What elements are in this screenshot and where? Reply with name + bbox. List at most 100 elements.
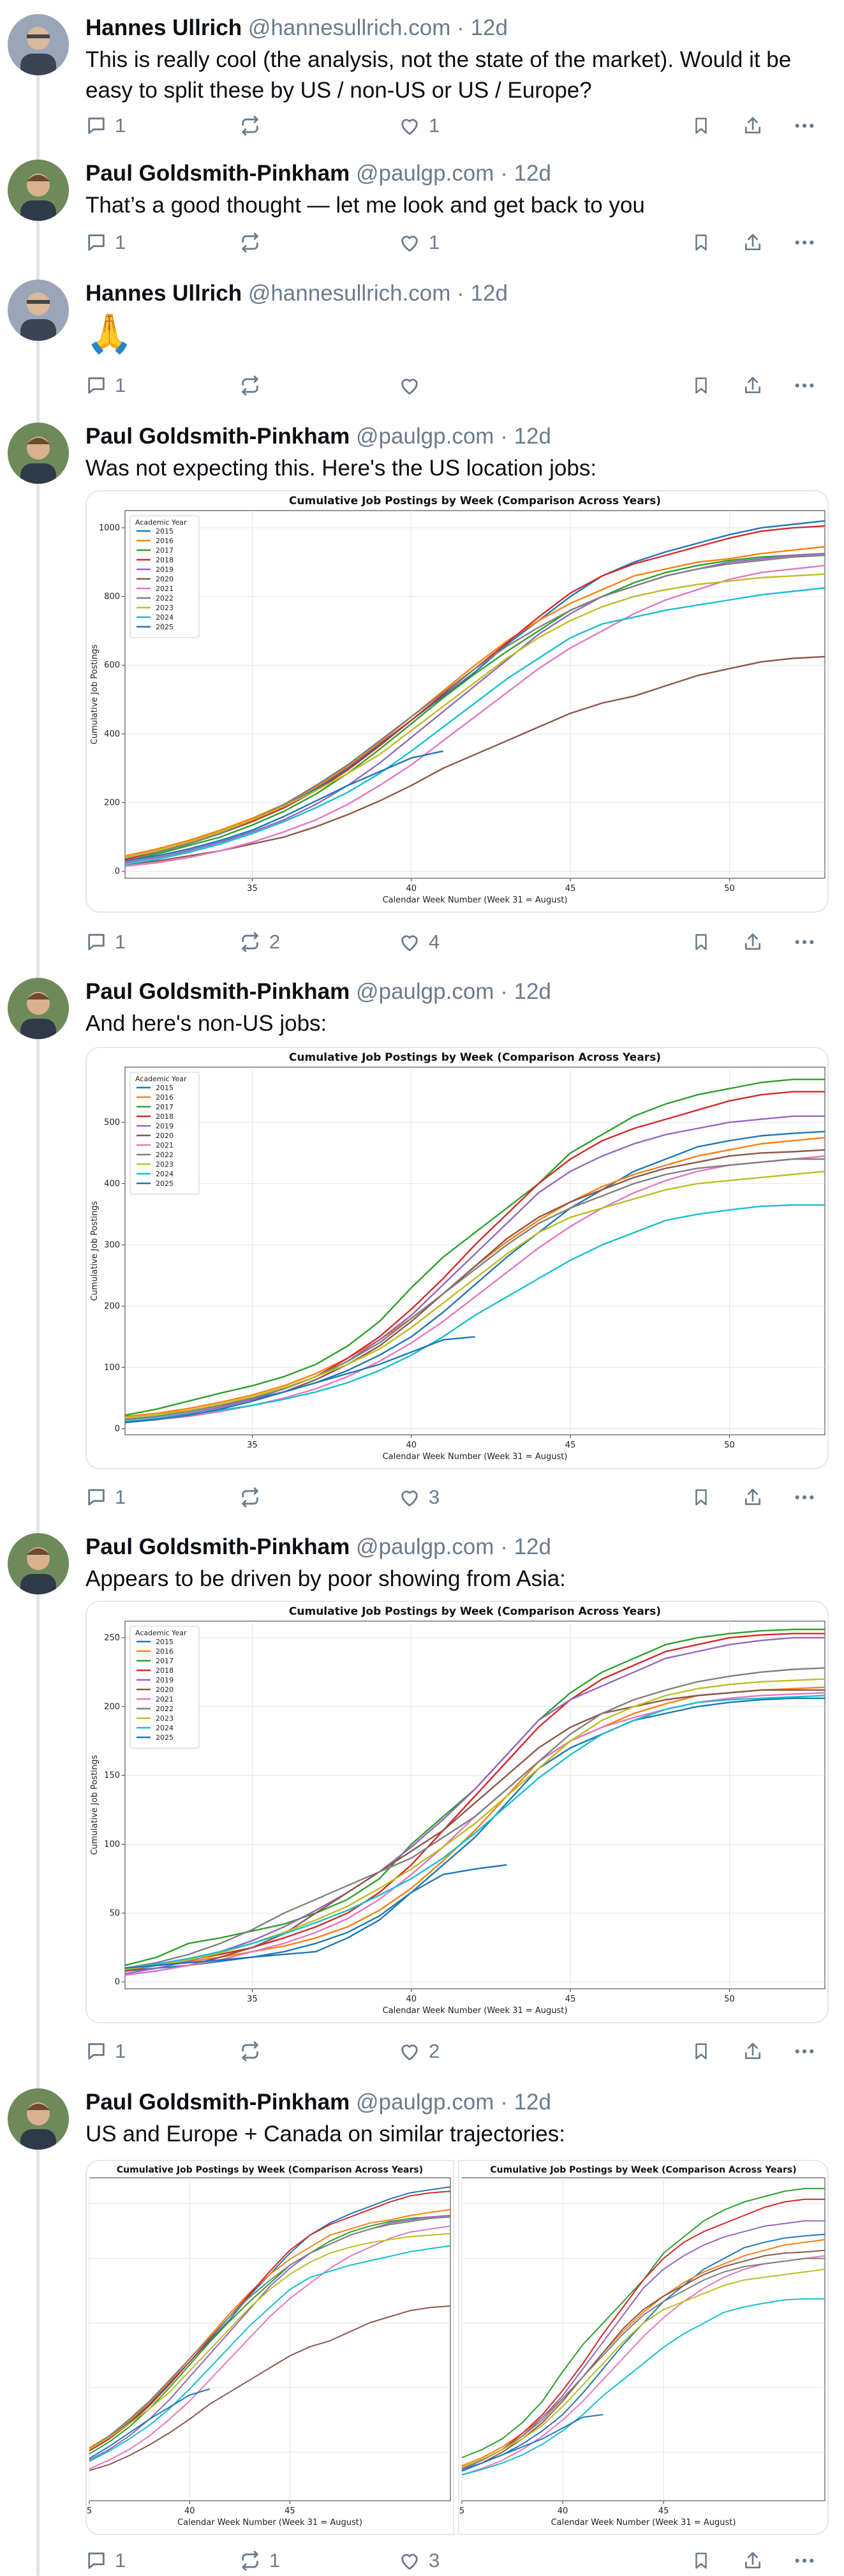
series-line-2024 — [124, 1695, 825, 1969]
reply-button[interactable]: 1 — [85, 2036, 126, 2067]
like-count: 4 — [429, 931, 440, 953]
author-handle[interactable]: @paulgp.com — [355, 979, 494, 1004]
bookmark-button[interactable] — [692, 2545, 711, 2576]
post-time[interactable]: 12d — [514, 2090, 551, 2115]
like-button[interactable]: 1 — [398, 110, 440, 141]
legend-label: 2017 — [156, 546, 174, 555]
chart-image-non-us[interactable]: Cumulative Job Postings by Week (Compari… — [85, 1047, 829, 1469]
heart-icon — [398, 375, 421, 396]
like-button[interactable]: 4 — [398, 927, 440, 957]
bookmark-button[interactable] — [692, 2036, 711, 2067]
more-button[interactable] — [794, 927, 815, 957]
separator-dot: · — [500, 1534, 508, 1559]
author-handle[interactable]: @hannesullrich.com — [248, 15, 451, 40]
more-button[interactable] — [794, 2545, 815, 2576]
bookmark-button[interactable] — [692, 1482, 711, 1513]
post-time[interactable]: 12d — [514, 161, 551, 186]
share-button[interactable] — [743, 110, 763, 141]
chart-image-europe-canada[interactable]: Cumulative Job Postings by Week (Compari… — [458, 2160, 829, 2535]
reply-button[interactable]: 1 — [85, 227, 126, 258]
repost-button[interactable]: 2 — [239, 927, 280, 957]
more-button[interactable] — [794, 370, 815, 401]
chart-image-asia[interactable]: Cumulative Job Postings by Week (Compari… — [85, 1601, 829, 2023]
separator-dot: · — [500, 424, 508, 449]
author-handle[interactable]: @paulgp.com — [355, 2090, 494, 2115]
avatar[interactable] — [8, 14, 69, 75]
repost-button[interactable] — [239, 1482, 269, 1513]
share-button[interactable] — [743, 370, 763, 401]
author-name[interactable]: Hannes Ullrich — [85, 15, 242, 40]
more-button[interactable] — [794, 227, 815, 258]
avatar[interactable] — [8, 978, 69, 1039]
chart-image-us[interactable]: Cumulative Job Postings by Week (Compari… — [85, 490, 829, 913]
post-text: Was not expecting this. Here's the US lo… — [85, 456, 597, 481]
series-line-2022 — [89, 2216, 451, 2450]
like-button[interactable]: 2 — [398, 2036, 440, 2067]
more-button[interactable] — [794, 1482, 815, 1513]
author-name[interactable]: Paul Goldsmith-Pinkham — [85, 1534, 350, 1559]
post-time[interactable]: 12d — [514, 1534, 551, 1559]
bookmark-button[interactable] — [692, 370, 711, 401]
reply-button[interactable]: 1 — [85, 1482, 126, 1513]
more-options-icon — [794, 232, 815, 253]
post-text: And here's non-US jobs: — [85, 1011, 327, 1036]
post-time[interactable]: 12d — [514, 979, 551, 1004]
like-button[interactable]: 3 — [398, 2545, 440, 2576]
author-handle[interactable]: @hannesullrich.com — [248, 281, 451, 306]
reply-button[interactable]: 1 — [85, 2545, 126, 2576]
series-line-2018 — [124, 1633, 825, 1972]
share-button[interactable] — [743, 227, 763, 258]
repost-button[interactable] — [239, 110, 269, 141]
series-line-2021 — [124, 564, 825, 867]
post-time[interactable]: 12d — [470, 281, 508, 306]
repost-count: 1 — [269, 2549, 281, 2572]
post-time[interactable]: 12d — [470, 15, 508, 40]
more-button[interactable] — [794, 2036, 815, 2067]
repost-button[interactable]: 1 — [239, 2545, 280, 2576]
avatar[interactable] — [8, 423, 69, 484]
reply-button[interactable]: 1 — [85, 927, 126, 957]
avatar[interactable] — [8, 160, 69, 221]
more-button[interactable] — [794, 110, 815, 141]
post-time[interactable]: 12d — [514, 424, 551, 449]
like-button[interactable]: 3 — [398, 1482, 440, 1513]
share-button[interactable] — [743, 2036, 763, 2067]
share-button[interactable] — [743, 1482, 763, 1513]
author-name[interactable]: Paul Goldsmith-Pinkham — [85, 161, 350, 186]
share-button[interactable] — [743, 2545, 763, 2576]
share-icon — [743, 232, 763, 253]
share-button[interactable] — [743, 927, 763, 957]
author-name[interactable]: Paul Goldsmith-Pinkham — [85, 2090, 350, 2115]
legend-label: 2015 — [156, 527, 174, 535]
author-handle[interactable]: @paulgp.com — [355, 424, 494, 449]
like-button[interactable]: 1 — [398, 227, 440, 258]
plot-area — [89, 2177, 451, 2501]
bookmark-button[interactable] — [692, 110, 711, 141]
author-name[interactable]: Paul Goldsmith-Pinkham — [85, 979, 350, 1004]
author-name[interactable]: Paul Goldsmith-Pinkham — [85, 424, 350, 449]
avatar[interactable] — [8, 280, 69, 341]
avatar[interactable] — [8, 2088, 69, 2150]
chart-title: Cumulative Job Postings by Week (Compari… — [117, 2165, 423, 2175]
legend-label: 2015 — [156, 1638, 174, 1646]
legend-label: 2020 — [156, 1132, 174, 1140]
author-handle[interactable]: @paulgp.com — [355, 1534, 494, 1559]
series-line-2020 — [124, 1689, 825, 1976]
author-handle[interactable]: @paulgp.com — [355, 161, 494, 186]
y-tick-label: 1000 — [99, 523, 120, 533]
reply-button[interactable]: 1 — [85, 370, 126, 401]
author-name[interactable]: Hannes Ullrich — [85, 281, 242, 306]
avatar[interactable] — [8, 1533, 69, 1594]
reply-button[interactable]: 1 — [85, 110, 126, 141]
like-button[interactable] — [398, 370, 429, 401]
bookmark-button[interactable] — [692, 927, 711, 957]
share-icon — [743, 375, 763, 396]
reply-icon — [85, 115, 107, 137]
chart-image-us-split[interactable]: Cumulative Job Postings by Week (Compari… — [85, 2160, 454, 2535]
repost-button[interactable] — [239, 370, 269, 401]
legend-label: 2015 — [156, 1084, 174, 1092]
bookmark-button[interactable] — [692, 227, 711, 258]
repost-button[interactable] — [239, 2036, 269, 2067]
y-tick-label: 200 — [104, 1702, 120, 1712]
repost-button[interactable] — [239, 227, 269, 258]
